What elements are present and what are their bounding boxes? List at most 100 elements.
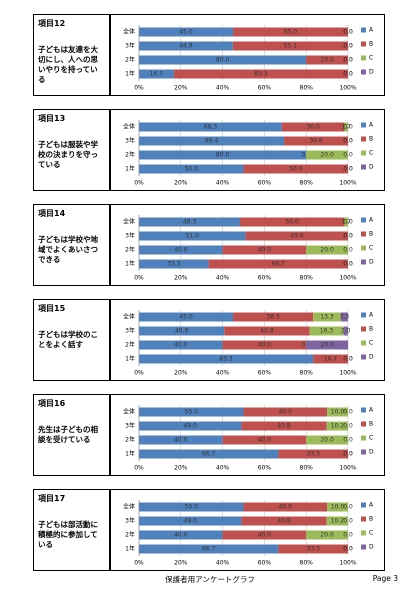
legend-label: A — [369, 407, 374, 414]
data-label: 45.0 — [179, 314, 193, 321]
footer-title: 保護者用アンケートグラフ — [165, 575, 255, 584]
y-tick-label: 3年 — [125, 42, 135, 50]
y-tick-label: 1年 — [125, 450, 135, 458]
data-label: 40.0 — [279, 409, 293, 416]
data-label: 13.3 — [320, 314, 334, 321]
item-title: 項目16 — [38, 399, 66, 408]
data-label: 1.7 — [341, 124, 351, 131]
x-tick-label: 80% — [300, 560, 314, 567]
bar-segment — [139, 421, 242, 431]
x-tick-label: 80% — [300, 370, 314, 377]
bar-segment — [232, 41, 348, 51]
x-tick-label: 0% — [134, 85, 144, 92]
item-title: 項目15 — [38, 304, 66, 313]
bar-segment — [139, 231, 246, 241]
data-label: 0.0 — [343, 166, 353, 173]
data-label: 0.0 — [343, 71, 353, 78]
item-title: 項目13 — [38, 114, 66, 123]
legend-label: B — [369, 516, 373, 523]
bar-segment — [344, 122, 348, 132]
x-tick-label: 20% — [174, 275, 188, 282]
data-label: 66.7 — [202, 546, 216, 553]
bar-segment — [222, 435, 307, 445]
data-label: 0.0 — [343, 546, 353, 553]
y-tick-label: 2年 — [125, 151, 135, 159]
bar-segment — [139, 69, 174, 79]
bar-segment — [139, 217, 240, 227]
y-tick-label: 2年 — [125, 531, 135, 539]
data-label: 0.0 — [343, 261, 353, 268]
x-tick-label: 100% — [339, 560, 356, 567]
legend-label: D — [369, 544, 374, 551]
bar-segment — [306, 340, 348, 350]
data-label: 0.0 — [343, 166, 353, 173]
y-tick-label: 3年 — [125, 327, 135, 335]
item-description: 子どもは友達を大切にし、人への思いやりを持っている — [38, 45, 98, 84]
bar-segment — [139, 55, 307, 65]
bar-segment — [173, 69, 348, 79]
legend-label: A — [369, 122, 374, 129]
bar-segment — [139, 354, 314, 364]
bar-segment — [222, 340, 307, 350]
y-tick-label: 1年 — [125, 355, 135, 363]
chart-box: 0% 20% 40% 60% 80% 100% 全体 48.3 50.0 1.7 0.0 3年 51.0… — [110, 204, 385, 286]
bar-segment — [139, 516, 242, 526]
item-description: 子どもは部活動に積極的に参加している — [38, 520, 98, 549]
data-label: 50.0 — [286, 219, 300, 226]
data-label: 0.0 — [343, 71, 353, 78]
data-label: 40.8 — [277, 518, 291, 525]
data-label: 68.3 — [204, 124, 218, 131]
x-tick-label: 80% — [300, 180, 314, 187]
x-tick-label: 40% — [216, 85, 230, 92]
x-tick-label: 40% — [216, 560, 230, 567]
x-tick-label: 100% — [339, 180, 356, 187]
legend-label: C — [369, 435, 373, 442]
data-label: 83.3 — [219, 356, 233, 363]
x-tick-label: 20% — [174, 560, 188, 567]
bar-segment — [139, 27, 234, 37]
data-label: 0.0 — [343, 423, 353, 430]
bar-segment — [233, 312, 314, 322]
item-description: 先生は子どもの相談を受けている — [38, 425, 98, 444]
item-description: 子どもは学校や地域でよくあいさつできる — [38, 235, 98, 264]
chart-box: 0% 20% 40% 60% 80% 100% 全体 45.0 55.0 0.0 0.0 3年 44.9… — [110, 14, 385, 96]
data-label: 49.0 — [184, 423, 198, 430]
data-label: 55.0 — [284, 29, 298, 36]
data-label: 40.0 — [258, 342, 272, 349]
bar-segment — [313, 354, 348, 364]
legend-swatch — [361, 530, 366, 536]
y-tick-label: 全体 — [123, 313, 135, 321]
x-tick-label: 100% — [339, 85, 356, 92]
x-tick-label: 100% — [339, 275, 356, 282]
bar-segment — [281, 122, 345, 132]
bar-segment — [139, 164, 244, 174]
bar-segment — [344, 217, 348, 227]
item-box: 項目12 子どもは友達を大切にし、人への思いやりを持っている — [33, 14, 110, 96]
legend-swatch — [361, 136, 366, 142]
y-tick-label: 2年 — [125, 341, 135, 349]
x-tick-label: 60% — [258, 560, 272, 567]
bar-segment — [139, 544, 279, 554]
bar-segment — [233, 27, 348, 37]
legend-swatch — [361, 41, 366, 47]
data-label: 66.7 — [202, 451, 216, 458]
bar-segment — [139, 150, 307, 160]
legend-label: B — [369, 41, 373, 48]
x-tick-label: 60% — [258, 85, 272, 92]
data-label: 49.0 — [184, 518, 198, 525]
x-tick-label: 60% — [258, 465, 272, 472]
data-label: 1.7 — [341, 219, 351, 226]
bar-segment — [243, 407, 328, 417]
data-label: 0.0 — [343, 532, 353, 539]
y-tick-label: 1年 — [125, 260, 135, 268]
x-tick-label: 0% — [134, 275, 144, 282]
data-label: 33.3 — [307, 546, 321, 553]
data-label: 10.0 — [331, 409, 345, 416]
legend-swatch — [361, 312, 366, 318]
data-label: 0.0 — [343, 261, 353, 268]
data-label: 0.0 — [343, 518, 353, 525]
legend-label: D — [369, 69, 374, 76]
y-tick-label: 全体 — [123, 408, 135, 416]
bar-segment — [306, 150, 348, 160]
